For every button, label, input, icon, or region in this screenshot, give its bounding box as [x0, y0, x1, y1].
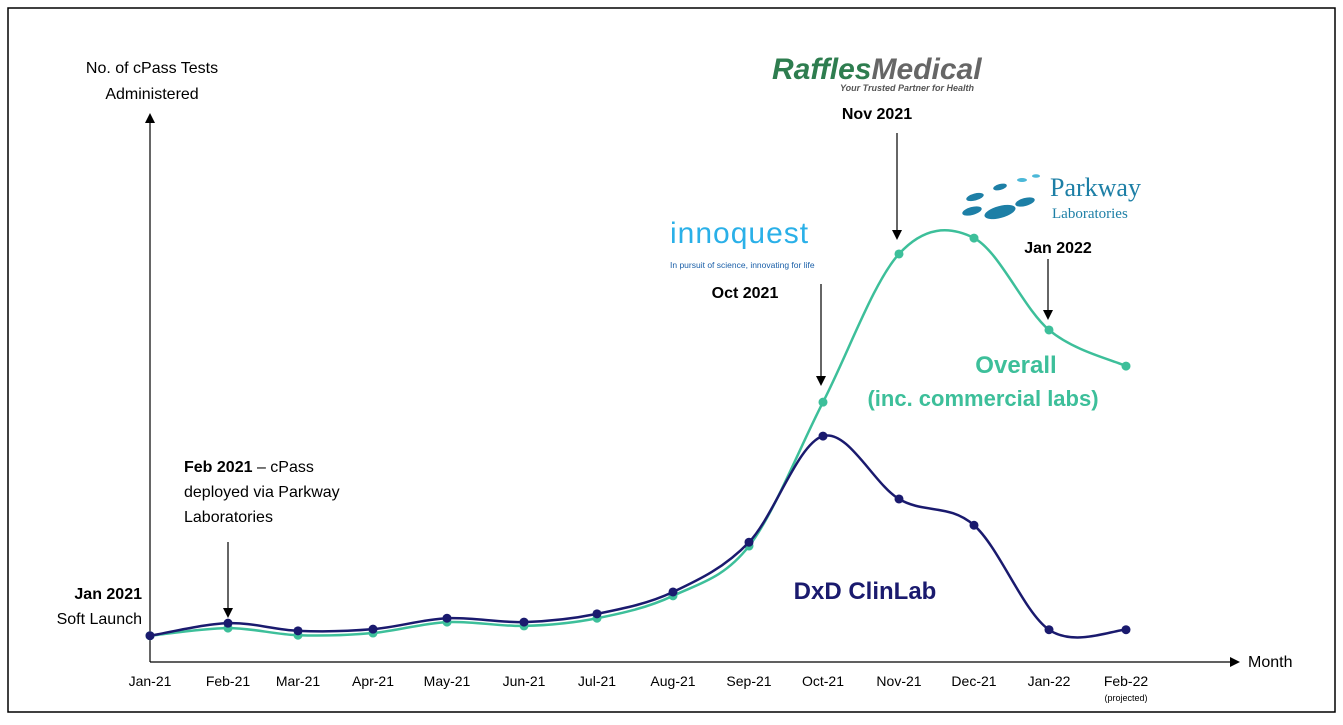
x-tick-label: May-21 — [424, 673, 471, 689]
point — [368, 624, 378, 634]
x-tick-label: Nov-21 — [876, 673, 921, 689]
point — [145, 631, 155, 641]
annotation: Nov 2021 — [842, 106, 912, 123]
annotation: Jan 2021 — [74, 586, 142, 603]
point — [223, 618, 233, 628]
series-label: DxD ClinLab — [794, 578, 937, 605]
x-tick-label: Aug-21 — [650, 673, 695, 689]
x-tick-label: Jan-21 — [129, 673, 172, 689]
x-tick-label: Feb-21 — [206, 673, 251, 689]
annotation: Feb 2021 – cPass — [184, 459, 314, 476]
annotation: Soft Launch — [57, 611, 142, 628]
x-tick-label: Jan-22 — [1028, 673, 1071, 689]
logo-tagline: In pursuit of science, innovating for li… — [670, 260, 815, 270]
annotation: deployed via Parkway — [184, 484, 340, 501]
logo-part: Medical — [872, 53, 983, 86]
y-axis-label: Administered — [105, 86, 198, 103]
logo-sub: Laboratories — [1052, 206, 1128, 222]
logo-tagline: Your Trusted Partner for Health — [840, 83, 975, 93]
series-label: Overall — [975, 352, 1056, 379]
point — [519, 617, 529, 627]
point — [1121, 361, 1131, 371]
point — [818, 431, 828, 441]
annotation: Jan 2022 — [1024, 240, 1092, 257]
point — [969, 520, 979, 530]
point — [1044, 625, 1054, 635]
point — [592, 609, 602, 619]
x-tick-label: Jun-21 — [503, 673, 546, 689]
annotation-bold: Feb 2021 — [184, 459, 253, 476]
x-tick-label: Jul-21 — [578, 673, 616, 689]
x-tick-label: Feb-22 — [1104, 673, 1149, 689]
logo-part: Raffles — [772, 53, 872, 86]
logo-text: innoquest — [670, 217, 809, 250]
annotation: Oct 2021 — [712, 285, 779, 302]
logo-icon — [962, 174, 1040, 220]
x-axis-label: Month — [1248, 654, 1292, 671]
x-tick-label: Oct-21 — [802, 673, 844, 689]
point — [894, 249, 904, 259]
x-tick-note: (projected) — [1104, 693, 1147, 703]
point — [969, 233, 979, 243]
annotation: Laboratories — [184, 509, 273, 526]
x-tick-label: Sep-21 — [726, 673, 771, 689]
series-note: (inc. commercial labs) — [867, 386, 1098, 411]
logo-text: RafflesMedical — [772, 53, 982, 86]
x-tick-label: Dec-21 — [951, 673, 996, 689]
point — [1121, 625, 1131, 635]
x-tick-label: Mar-21 — [276, 673, 321, 689]
point — [668, 587, 678, 597]
x-tick-label: Apr-21 — [352, 673, 394, 689]
point — [818, 397, 828, 407]
logo-text: Parkway — [1050, 173, 1141, 202]
point — [744, 537, 754, 547]
point — [442, 613, 452, 623]
point — [1044, 325, 1054, 335]
point — [894, 494, 904, 504]
annotation-text: – cPass — [257, 459, 314, 476]
y-axis-label: No. of cPass Tests — [86, 60, 218, 77]
frame — [7, 7, 1336, 713]
point — [293, 626, 303, 636]
